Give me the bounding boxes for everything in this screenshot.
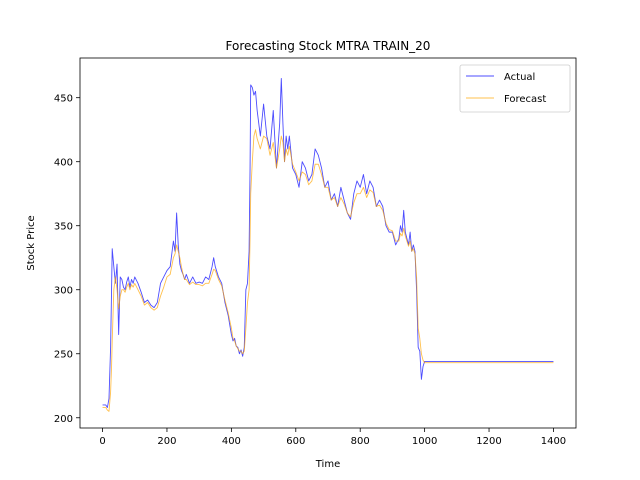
plot-frame [79, 57, 577, 429]
y-tick-label: 300 [54, 286, 73, 297]
x-tick-label: 0 [99, 436, 105, 447]
series-layer [102, 78, 554, 412]
legend: Actual Forecast [459, 64, 571, 113]
plot-area [80, 58, 576, 428]
x-tick-label: 1000 [412, 436, 437, 447]
legend-label-actual: Actual [504, 72, 535, 83]
x-axis-ticks: 0 200 400 600 800 1000 1200 1400 [99, 428, 566, 447]
x-tick-label: 800 [351, 436, 370, 447]
legend-label-forecast: Forecast [504, 94, 546, 105]
chart-title: Forecasting Stock MTRA TRAIN_20 [226, 39, 431, 53]
y-tick-label: 250 [54, 350, 73, 361]
y-tick-label: 350 [54, 222, 73, 233]
y-axis-ticks: 200 250 300 350 400 450 [54, 94, 80, 425]
x-tick-label: 1400 [541, 436, 566, 447]
y-axis-label: Stock Price [26, 215, 37, 270]
x-tick-label: 1200 [476, 436, 501, 447]
x-axis-label: Time [315, 459, 340, 470]
y-tick-label: 200 [54, 414, 73, 425]
x-tick-label: 200 [157, 436, 176, 447]
y-tick-label: 400 [54, 158, 73, 169]
x-tick-label: 600 [286, 436, 305, 447]
series-line-actual [102, 78, 554, 408]
legend-box [459, 64, 571, 113]
series-line-forecast [102, 129, 554, 412]
y-tick-label: 450 [54, 94, 73, 105]
x-tick-label: 400 [222, 436, 241, 447]
